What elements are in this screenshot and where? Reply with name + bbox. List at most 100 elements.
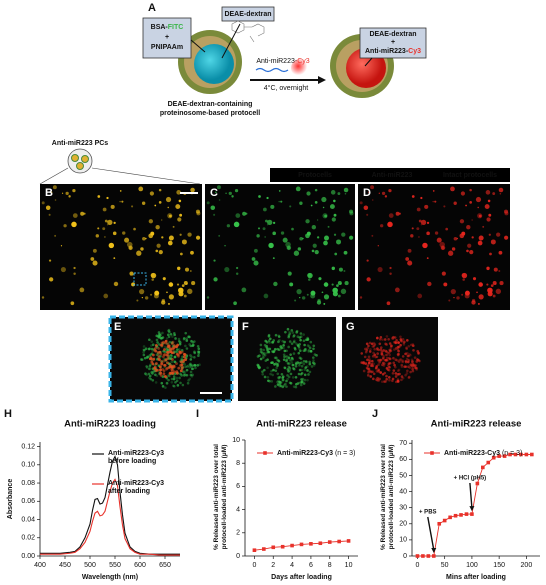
speckle <box>271 373 274 377</box>
speckle <box>261 370 264 373</box>
particle <box>443 282 448 287</box>
particle <box>179 233 182 236</box>
speckle <box>394 375 398 378</box>
micrograph <box>358 184 510 310</box>
particle <box>218 199 221 201</box>
speckle <box>390 344 393 348</box>
speckle <box>292 352 296 355</box>
y-tick-label: 0.12 <box>21 443 35 450</box>
particle <box>460 191 466 196</box>
speckle <box>169 354 173 357</box>
particle <box>106 224 109 226</box>
particle <box>388 188 392 193</box>
particle <box>329 204 335 210</box>
speckle <box>264 339 268 343</box>
speckle <box>270 361 273 365</box>
speckle <box>291 363 295 367</box>
y-tick-label: 0.00 <box>21 553 35 560</box>
speckle <box>279 345 283 348</box>
particle <box>305 219 310 224</box>
y-tick-label: 50 <box>399 472 407 479</box>
speckle <box>396 378 400 381</box>
chart-title: Anti-miR223 release <box>256 419 347 430</box>
speckle <box>184 344 187 348</box>
speckle <box>308 360 311 364</box>
speckle <box>190 375 194 378</box>
speckle <box>295 329 299 333</box>
legend-name: Anti-miR223-Cy3 <box>444 450 500 457</box>
speckle <box>173 350 176 354</box>
particle <box>323 302 326 305</box>
legend-swatch <box>263 451 267 455</box>
roi <box>133 272 147 286</box>
chart-title: Anti-miR223 loading <box>64 419 156 430</box>
speckle <box>263 354 267 357</box>
particle <box>48 213 51 216</box>
speckle <box>167 378 170 382</box>
marker <box>337 539 341 544</box>
box-text: DEAE-dextran <box>224 11 271 18</box>
speckle <box>375 369 379 373</box>
particle <box>441 271 446 276</box>
particle <box>65 191 69 196</box>
speckle <box>286 377 289 381</box>
speckle <box>396 369 400 373</box>
speckle <box>408 366 412 369</box>
particle <box>314 250 319 255</box>
particle <box>133 227 136 231</box>
particle <box>154 204 157 207</box>
speckle <box>297 351 301 355</box>
speckle <box>385 335 389 338</box>
speckle <box>300 368 303 372</box>
marker <box>513 452 518 457</box>
speckle <box>300 378 303 381</box>
speckle <box>179 369 183 373</box>
y-tick-label: 0.08 <box>21 480 35 487</box>
particle <box>128 245 133 251</box>
speckle <box>156 346 159 349</box>
particle <box>45 205 51 210</box>
speckle <box>175 350 179 354</box>
speckle <box>384 380 388 383</box>
particle <box>124 237 130 243</box>
particle <box>310 204 313 207</box>
speckle <box>142 351 145 354</box>
speckle <box>296 343 299 346</box>
speckle <box>394 341 397 344</box>
y-tick-label: 10 <box>399 537 407 544</box>
particle <box>282 237 288 243</box>
speckle <box>152 357 156 361</box>
particle <box>467 243 472 248</box>
speckle <box>298 368 302 372</box>
speckle <box>170 380 174 384</box>
particle <box>436 237 442 243</box>
speckle <box>165 381 169 385</box>
speckle <box>298 364 301 367</box>
speckle <box>175 379 179 383</box>
speckle <box>147 347 151 351</box>
speckle <box>197 347 201 350</box>
speckle <box>398 372 401 376</box>
speckle <box>155 338 159 342</box>
particle <box>418 236 420 238</box>
speckle <box>163 345 167 349</box>
particle <box>311 249 315 253</box>
particle <box>92 248 97 253</box>
particle <box>301 296 306 300</box>
particle <box>296 289 302 295</box>
speckle <box>365 366 369 370</box>
channel-bar <box>270 168 510 182</box>
box-text: + <box>165 34 169 41</box>
speckle <box>170 342 174 345</box>
oligo <box>255 67 289 73</box>
speckle <box>278 338 281 342</box>
speckle <box>411 344 415 347</box>
particle <box>166 291 168 294</box>
particle <box>477 206 479 209</box>
marker <box>346 539 351 543</box>
particle <box>187 232 192 237</box>
panel-label: B <box>45 187 53 199</box>
speckle <box>170 351 174 355</box>
speckle <box>157 331 161 334</box>
speckle <box>183 355 186 359</box>
